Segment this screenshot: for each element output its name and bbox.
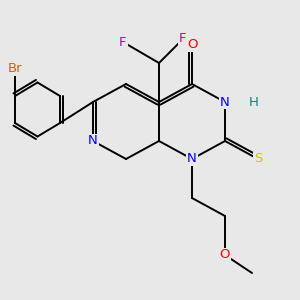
Text: O: O [187, 38, 197, 52]
Text: F: F [179, 32, 187, 46]
Text: S: S [254, 152, 262, 166]
Text: N: N [220, 95, 230, 109]
Text: N: N [187, 152, 197, 166]
Text: F: F [119, 35, 127, 49]
Text: O: O [220, 248, 230, 262]
Text: Br: Br [8, 62, 22, 76]
Text: H: H [249, 95, 258, 109]
Text: N: N [88, 134, 98, 148]
